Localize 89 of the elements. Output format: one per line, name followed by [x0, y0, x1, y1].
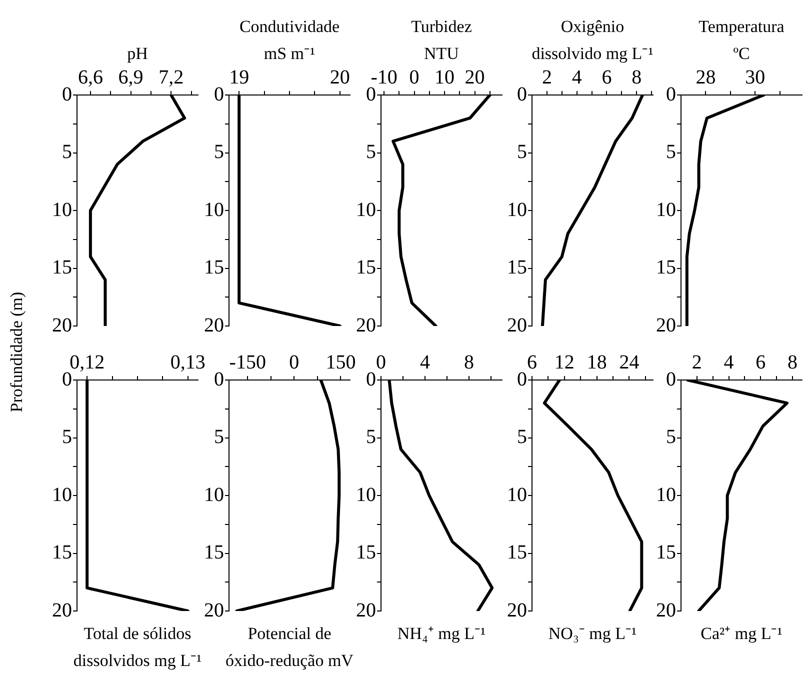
x-tick-label: 0 [289, 351, 300, 374]
x-tick-label: 0,13 [170, 351, 206, 374]
y-tick-label: 10 [204, 484, 224, 506]
y-tick-label: 5 [214, 141, 224, 163]
y-tick-label: 0 [666, 83, 676, 106]
x-tick-label: 150 [326, 351, 356, 374]
y-tick-label: 5 [366, 426, 376, 448]
y-tick-label: 15 [52, 256, 72, 278]
y-tick-label: 10 [52, 198, 72, 221]
x-tick-label: 2 [692, 351, 702, 374]
x-axis-title: NO₃⁻ mg L⁻¹ [547, 623, 638, 645]
x-tick-label: 4 [724, 351, 734, 374]
y-tick-label: 5 [666, 426, 676, 448]
y-tick-label: 15 [356, 542, 376, 564]
y-tick-label: 0 [666, 368, 676, 390]
y-tick-label: 5 [666, 141, 676, 163]
x-tick-label: 4 [420, 351, 430, 374]
y-tick-label: 15 [507, 542, 527, 564]
x-axis-title: NH₄⁺ mg L⁻¹ [396, 623, 487, 645]
x-tick-label: 30 [745, 66, 766, 88]
x-tick-label: 12 [554, 351, 574, 374]
x-tick-label: 8 [464, 351, 474, 374]
x-tick-label: 20 [330, 66, 350, 88]
y-tick-label: 20 [656, 314, 676, 336]
y-tick-label: 0 [517, 83, 527, 106]
x-tick-label: 8 [632, 66, 642, 88]
x-tick-label: 0,12 [70, 351, 105, 374]
x-axis-title: Condutividade mS m⁻¹ [238, 16, 341, 65]
y-tick-label: 5 [517, 141, 527, 163]
y-tick-label: 5 [62, 426, 72, 448]
y-tick-label: 10 [656, 198, 676, 221]
y-tick-label: 0 [62, 368, 72, 390]
x-tick-label: 6 [602, 66, 612, 88]
y-tick-label: 15 [656, 256, 676, 278]
y-tick-label: 15 [52, 542, 72, 564]
x-tick-label: 28 [696, 66, 716, 88]
y-tick-label: 5 [366, 141, 376, 163]
x-axis-title: Potencial de óxido-redução mV [226, 624, 354, 670]
x-tick-label: 19 [229, 66, 250, 88]
x-tick-label: 6,6 [78, 66, 103, 88]
y-tick-label: 15 [204, 256, 224, 278]
x-axis-title: Turbidez NTU [411, 17, 472, 63]
x-tick-label: 7,2 [158, 66, 184, 88]
y-axis-title: Profundidade (m) [7, 292, 27, 412]
x-tick-label: 6 [527, 351, 537, 374]
y-tick-label: 0 [214, 83, 224, 106]
y-tick-label: 20 [204, 599, 224, 622]
x-tick-label: 20 [464, 66, 485, 88]
x-tick-label: 24 [619, 351, 640, 374]
y-tick-label: 20 [656, 599, 676, 622]
x-axis-title: Ca²⁺ mg L⁻¹ [700, 623, 784, 645]
y-tick-label: 10 [204, 198, 224, 221]
y-tick-label: 0 [214, 368, 224, 390]
x-tick-label: -150 [229, 351, 266, 374]
y-tick-label: 10 [356, 484, 376, 506]
y-tick-label: 0 [366, 368, 376, 390]
y-tick-label: 20 [507, 314, 527, 336]
y-tick-label: 20 [52, 314, 72, 336]
y-tick-label: 10 [52, 484, 72, 506]
y-tick-label: 5 [517, 426, 527, 448]
x-tick-label: 2 [542, 66, 552, 88]
x-tick-label: 8 [787, 351, 798, 374]
y-tick-label: 5 [214, 426, 224, 448]
y-tick-label: 10 [656, 484, 676, 506]
x-axis-title: Total de sólidos dissolvidos mg L⁻¹ [73, 624, 202, 670]
y-tick-label: 20 [507, 599, 527, 622]
y-tick-label: 5 [62, 141, 72, 163]
x-tick-label: 0 [409, 66, 420, 88]
y-tick-label: 20 [356, 599, 376, 622]
y-tick-label: 15 [656, 542, 676, 564]
x-tick-label: 4 [572, 66, 582, 88]
y-tick-label: 10 [507, 198, 527, 221]
x-axis-title: Temperatura ºC [698, 17, 784, 63]
y-tick-label: 15 [507, 256, 527, 278]
y-tick-label: 10 [507, 484, 527, 506]
y-tick-label: 10 [356, 198, 376, 221]
y-tick-label: 20 [52, 599, 72, 622]
x-tick-label: 10 [434, 66, 455, 88]
y-tick-label: 20 [356, 314, 376, 336]
y-tick-label: 0 [517, 368, 527, 390]
y-tick-label: 20 [204, 314, 224, 336]
x-tick-label: 18 [586, 351, 607, 374]
x-tick-label: 6 [756, 351, 766, 374]
y-tick-label: 15 [356, 256, 376, 278]
x-axis-title: pH [126, 43, 149, 65]
y-tick-label: 0 [62, 83, 72, 106]
x-axis-title: Oxigênio dissolvido mg L⁻¹ [530, 16, 654, 65]
x-tick-label: 6,9 [118, 66, 144, 88]
y-tick-label: 15 [204, 542, 224, 564]
